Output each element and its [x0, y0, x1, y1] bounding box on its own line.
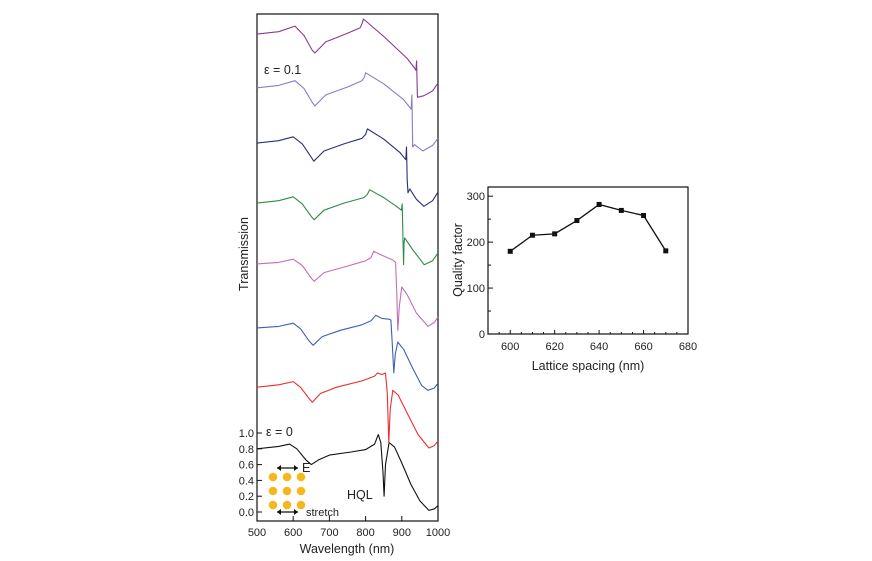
- quality-factor-point: [574, 218, 580, 224]
- quality-factor-line: [509, 203, 667, 252]
- transmission-series-5: [256, 128, 439, 207]
- left-x-tick-label: 600: [284, 527, 302, 539]
- quality-factor-point: [529, 232, 535, 238]
- right-x-tick-label: 620: [545, 341, 563, 353]
- nanoparticle-dot: [296, 500, 306, 510]
- right-y-tick-label: 100: [467, 283, 485, 295]
- left-x-tick-label: 700: [320, 527, 338, 539]
- left-y-tick-label: 0.0: [239, 507, 254, 519]
- right-x-tick-label: 640: [590, 341, 608, 353]
- quality-factor-point: [641, 212, 647, 218]
- field-label: E: [302, 461, 310, 475]
- transmission-series-6: [256, 72, 439, 152]
- left-y-tick-label: 0.6: [239, 460, 254, 472]
- transmission-series-3: [256, 250, 439, 331]
- quality-factor-point: [663, 248, 669, 254]
- lattice-inset: E stretch: [268, 461, 339, 519]
- nanoparticle-dot: [268, 500, 278, 510]
- nanoparticle-dot: [282, 486, 292, 496]
- nanoparticle-dot: [296, 486, 306, 496]
- quality-factor-point: [507, 248, 513, 254]
- left-y-tick-label: 1.0: [239, 428, 254, 440]
- stretch-label: stretch: [306, 507, 339, 519]
- transmission-series-0: [256, 434, 439, 511]
- right-y-axis-label: Quality factor: [451, 223, 465, 297]
- transmission-series-7: [256, 18, 439, 98]
- left-x-tick-label: 900: [393, 527, 411, 539]
- nanoparticle-dot: [282, 500, 292, 510]
- quality-factor-point: [596, 201, 602, 207]
- transmission-series-2: [256, 314, 439, 391]
- epsilon-0-label: ε = 0: [266, 425, 293, 439]
- transmission-series-4: [256, 189, 439, 266]
- right-x-axis-label: Lattice spacing (nm): [532, 359, 645, 373]
- right-x-tick-label: 660: [634, 341, 652, 353]
- left-y-tick-label: 0.2: [239, 491, 254, 503]
- left-x-tick-label: 1000: [426, 527, 450, 539]
- left-y-tick-label: 0.4: [239, 475, 254, 487]
- quality-factor-point: [618, 207, 624, 213]
- nanoparticle-dot: [268, 472, 278, 482]
- epsilon-01-label: ε = 0.1: [264, 63, 301, 77]
- quality-factor-chart: 600 620 640 660 680 0 100 200 300 Lattice spacin…: [451, 186, 697, 373]
- left-plot-frame: [256, 13, 439, 522]
- nanoparticle-dot: [268, 486, 278, 496]
- quality-factor-point: [552, 231, 558, 237]
- nanoparticle-dot: [296, 472, 306, 482]
- left-x-axis-label: Wavelength (nm): [300, 542, 395, 556]
- transmission-chart: 500 600 700 800 900 1000 0.0 0.2 0.4 0.6 0.8 1.0 Wa…: [237, 13, 450, 556]
- left-y-axis-label: Transmission: [237, 217, 251, 291]
- right-y-tick-label: 200: [467, 237, 485, 249]
- left-x-tick-label: 500: [248, 527, 266, 539]
- left-x-tick-label: 800: [356, 527, 374, 539]
- right-x-tick-label: 600: [501, 341, 519, 353]
- right-plot-frame: [487, 186, 689, 335]
- right-x-tick-label: 680: [679, 341, 697, 353]
- hql-label: HQL: [347, 488, 373, 502]
- transmission-series-1: [256, 372, 439, 449]
- left-y-tick-label: 0.8: [239, 444, 254, 456]
- right-y-tick-label: 0: [479, 329, 485, 341]
- nanoparticle-dot: [282, 472, 292, 482]
- right-y-tick-label: 300: [467, 191, 485, 203]
